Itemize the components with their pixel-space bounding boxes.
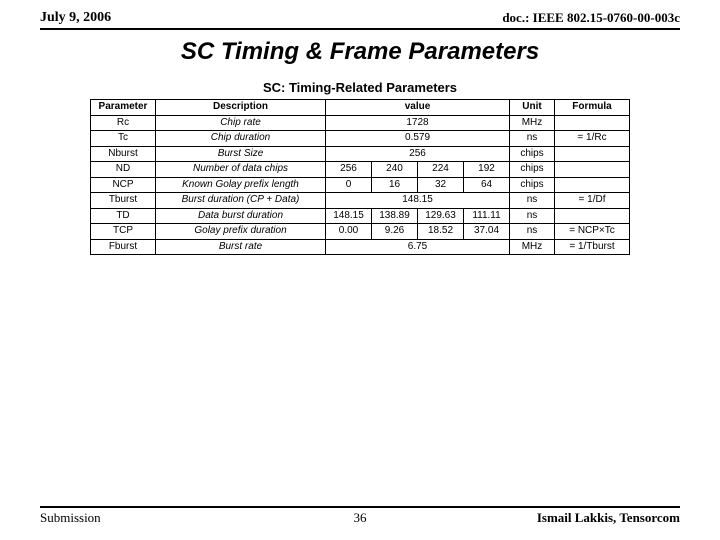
cell-value: 138.89 [372,208,418,224]
cell-formula [555,162,630,178]
cell-unit: ns [510,193,555,209]
cell-value: 64 [464,177,510,193]
table-row: NCPKnown Golay prefix length0163264chips [91,177,630,193]
cell-unit: MHz [510,239,555,255]
table-row: RcChip rate1728MHz [91,115,630,131]
footer-page: 36 [40,510,680,526]
cell-parameter: Tburst [91,193,156,209]
th-formula: Formula [555,100,630,116]
cell-description: Golay prefix duration [156,224,326,240]
cell-value: 9.26 [372,224,418,240]
cell-parameter: Fburst [91,239,156,255]
table-row: TDData burst duration148.15138.89129.631… [91,208,630,224]
th-description: Description [156,100,326,116]
cell-formula: = 1/Df [555,193,630,209]
cell-value: 256 [326,146,510,162]
cell-value: 111.11 [464,208,510,224]
cell-value: 18.52 [418,224,464,240]
cell-description: Known Golay prefix length [156,177,326,193]
cell-description: Number of data chips [156,162,326,178]
footer: Submission 36 Ismail Lakkis, Tensorcom [40,506,680,526]
cell-value: 148.15 [326,193,510,209]
cell-formula: = 1/Tburst [555,239,630,255]
th-parameter: Parameter [91,100,156,116]
cell-value: 0.579 [326,131,510,147]
th-unit: Unit [510,100,555,116]
cell-formula [555,115,630,131]
cell-parameter: TCP [91,224,156,240]
cell-formula [555,146,630,162]
th-value: value [326,100,510,116]
cell-parameter: ND [91,162,156,178]
cell-value: 6.75 [326,239,510,255]
cell-formula: = 1/Rc [555,131,630,147]
cell-unit: ns [510,131,555,147]
table-row: TcChip duration0.579ns= 1/Rc [91,131,630,147]
cell-formula [555,208,630,224]
cell-value: 0 [326,177,372,193]
cell-unit: ns [510,208,555,224]
cell-unit: ns [510,224,555,240]
cell-parameter: Nburst [91,146,156,162]
cell-formula: = NCP×Tc [555,224,630,240]
cell-description: Data burst duration [156,208,326,224]
table-row: FburstBurst rate6.75MHz= 1/Tburst [91,239,630,255]
cell-value: 37.04 [464,224,510,240]
slide-title: SC Timing & Frame Parameters [40,38,680,66]
cell-unit: chips [510,177,555,193]
cell-description: Burst rate [156,239,326,255]
cell-value: 192 [464,162,510,178]
cell-unit: MHz [510,115,555,131]
cell-value: 16 [372,177,418,193]
cell-unit: chips [510,146,555,162]
cell-value: 224 [418,162,464,178]
cell-formula [555,177,630,193]
cell-description: Chip duration [156,131,326,147]
header-bar: July 9, 2006 doc.: IEEE 802.15-0760-00-0… [40,10,680,30]
cell-unit: chips [510,162,555,178]
parameters-table: Parameter Description value Unit Formula… [90,99,630,255]
cell-parameter: Tc [91,131,156,147]
cell-value: 32 [418,177,464,193]
cell-value: 148.15 [326,208,372,224]
cell-value: 1728 [326,115,510,131]
table-row: TCPGolay prefix duration0.009.2618.5237.… [91,224,630,240]
table-row: TburstBurst duration (CP + Data)148.15ns… [91,193,630,209]
cell-parameter: Rc [91,115,156,131]
cell-parameter: NCP [91,177,156,193]
header-date: July 9, 2006 [40,10,111,26]
header-docid: doc.: IEEE 802.15-0760-00-003c [502,10,680,26]
table-header-row: Parameter Description value Unit Formula [91,100,630,116]
cell-value: 240 [372,162,418,178]
cell-value: 129.63 [418,208,464,224]
cell-description: Chip rate [156,115,326,131]
table-caption: SC: Timing-Related Parameters [40,80,680,95]
cell-description: Burst Size [156,146,326,162]
table-row: NburstBurst Size256chips [91,146,630,162]
cell-parameter: TD [91,208,156,224]
cell-description: Burst duration (CP + Data) [156,193,326,209]
cell-value: 0.00 [326,224,372,240]
table-row: NDNumber of data chips256240224192chips [91,162,630,178]
cell-value: 256 [326,162,372,178]
